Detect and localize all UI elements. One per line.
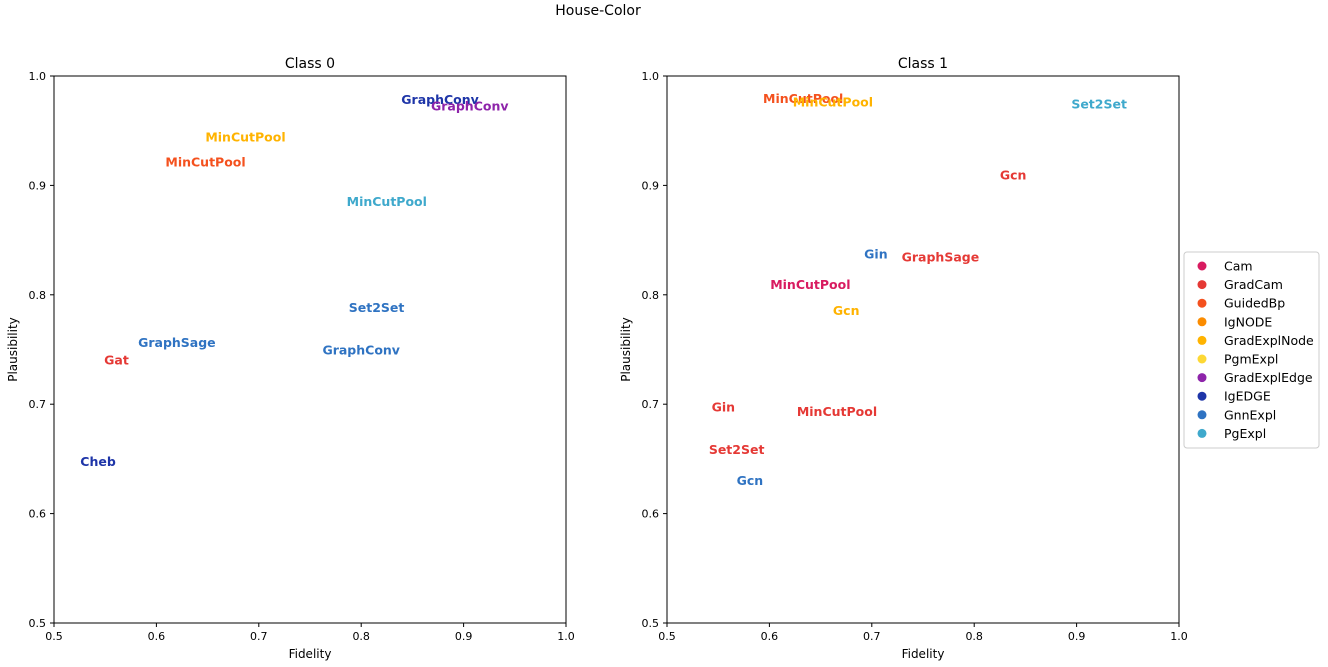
legend-marker — [1197, 335, 1207, 345]
point-label-guidedbp: MinCutPool — [165, 154, 245, 169]
x-axis-label: Fidelity — [902, 647, 945, 661]
x-tick-label: 0.7 — [863, 630, 881, 643]
x-tick-label: 1.0 — [1170, 630, 1188, 643]
x-tick-label: 0.9 — [1068, 630, 1086, 643]
x-axis-label: Fidelity — [289, 647, 332, 661]
subplot-title: Class 1 — [898, 56, 948, 72]
legend-label: GradExplNode — [1224, 333, 1314, 348]
y-tick-label: 0.7 — [29, 398, 47, 411]
subplot-title: Class 0 — [285, 56, 335, 72]
legend-label: PgExpl — [1224, 426, 1266, 441]
y-tick-label: 0.7 — [642, 398, 660, 411]
figure-title: House-Color — [555, 3, 641, 19]
point-label-cam: MinCutPool — [770, 277, 850, 292]
point-label-gradexplnode: MinCutPool — [793, 94, 873, 109]
y-axis-label: Plausibility — [6, 317, 20, 382]
y-tick-label: 0.6 — [29, 508, 47, 521]
point-label-gradcam: GraphSage — [902, 250, 980, 265]
y-tick-label: 0.5 — [29, 617, 47, 630]
point-label-gradexplnode: MinCutPool — [205, 129, 285, 144]
point-label-gnnexpl: GraphConv — [322, 343, 400, 358]
legend-label: Cam — [1224, 259, 1253, 274]
x-tick-label: 0.6 — [148, 630, 166, 643]
plot-frame — [666, 75, 1180, 624]
point-label-pgexpl: Set2Set — [1071, 96, 1127, 111]
point-label-igedge: GraphConv — [401, 92, 479, 107]
legend-marker — [1197, 410, 1207, 420]
y-tick-label: 1.0 — [642, 70, 660, 83]
legend-label: PgmExpl — [1224, 352, 1278, 367]
legend-label: GnnExpl — [1224, 407, 1276, 422]
legend: Cam GradCam GuidedBp IgNODE GradExplNode PgmE… — [1183, 251, 1320, 449]
legend-marker — [1197, 317, 1207, 327]
legend-marker — [1197, 298, 1207, 308]
subplots: Class 0 0.5 0.6 0.7 0.8 0.9 1.0 0.5 0.6 0.7 0.8 0.9… — [6, 56, 1188, 661]
point-label-gradcam: Set2Set — [709, 442, 765, 457]
y-axis-label: Plausibility — [619, 317, 633, 382]
x-tick-label: 0.9 — [455, 630, 473, 643]
point-label-gnnexpl: Gin — [864, 246, 887, 261]
x-tick-label: 0.8 — [965, 630, 983, 643]
y-tick-label: 0.9 — [642, 179, 660, 192]
y-tick-label: 1.0 — [29, 70, 47, 83]
point-label-pgexpl: MinCutPool — [347, 194, 427, 209]
x-tick-label: 0.6 — [761, 630, 779, 643]
x-tick-label: 0.7 — [250, 630, 268, 643]
subplot-class-1: Class 1 0.5 0.6 0.7 0.8 0.9 1.0 0.5 0.6 0.7 0.8 0.9… — [619, 56, 1188, 661]
point-label-gradcam: Gat — [104, 352, 129, 367]
subplot-class-0: Class 0 0.5 0.6 0.7 0.8 0.9 1.0 0.5 0.6 0.7 0.8 0.9… — [6, 56, 575, 661]
point-label-gnnexpl: GraphSage — [138, 335, 216, 350]
y-tick-label: 0.6 — [642, 508, 660, 521]
legend-label: IgNODE — [1224, 314, 1272, 329]
x-tick-label: 0.8 — [352, 630, 370, 643]
point-label-gnnexpl: Set2Set — [349, 300, 405, 315]
legend-marker — [1197, 373, 1207, 383]
legend-marker — [1197, 428, 1207, 438]
x-tick-label: 0.5 — [45, 630, 63, 643]
point-label-gradexpledge: GraphConv — [431, 99, 509, 114]
legend-label: GuidedBp — [1224, 296, 1285, 311]
legend-marker — [1197, 354, 1207, 364]
y-tick-label: 0.9 — [29, 179, 47, 192]
plot-frame — [53, 75, 567, 624]
y-tick-label: 0.8 — [29, 289, 47, 302]
legend-box — [1183, 251, 1320, 449]
legend-label: GradExplEdge — [1224, 370, 1313, 385]
x-tick-label: 0.5 — [658, 630, 676, 643]
y-tick-label: 0.5 — [642, 617, 660, 630]
y-tick-label: 0.8 — [642, 289, 660, 302]
legend-marker — [1197, 391, 1207, 401]
point-label-gradcam: Gcn — [1000, 168, 1027, 183]
x-tick-label: 1.0 — [557, 630, 575, 643]
legend-label: GradCam — [1224, 277, 1283, 292]
point-label-gradexplnode: Gcn — [833, 303, 860, 318]
legend-marker — [1197, 280, 1207, 290]
point-label-gnnexpl: Gcn — [737, 473, 764, 488]
legend-marker — [1197, 261, 1207, 271]
legend-label: IgEDGE — [1224, 389, 1271, 404]
point-label-guidedbp: MinCutPool — [763, 91, 843, 106]
point-label-gradcam: MinCutPool — [797, 404, 877, 419]
point-label-igedge: Cheb — [80, 454, 116, 469]
point-label-gradcam: Gin — [712, 399, 735, 414]
